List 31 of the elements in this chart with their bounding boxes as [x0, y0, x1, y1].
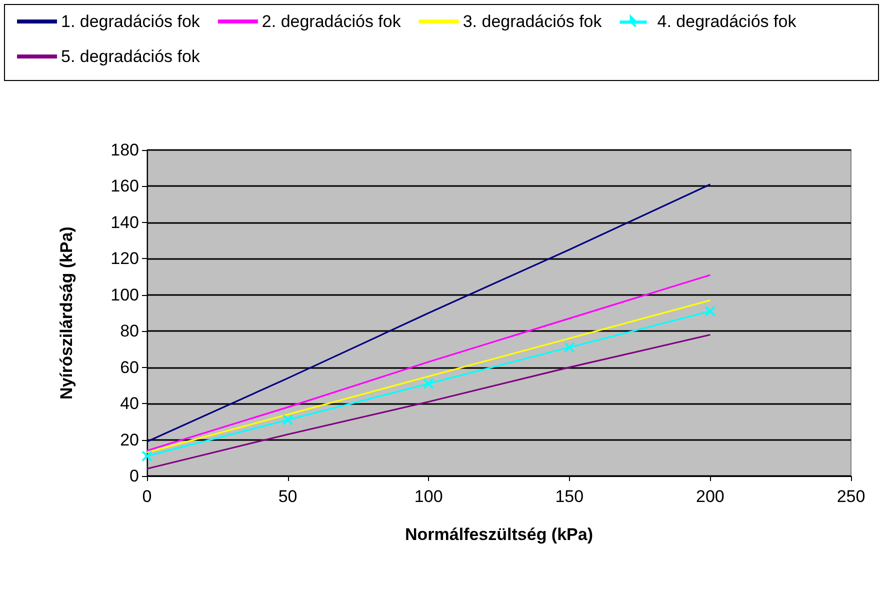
y-tick-label: 160 [110, 176, 139, 196]
line-series [146, 334, 711, 470]
x-tick-label: 50 [278, 487, 298, 506]
y-tick-label: 140 [110, 212, 139, 232]
y-tick-label: 0 [130, 466, 139, 486]
legend-label: 3. degradációs fok [462, 12, 602, 31]
x-tick-label: 100 [414, 487, 443, 506]
y-tick-label: 20 [120, 430, 139, 450]
point [142, 450, 152, 462]
point [282, 414, 294, 426]
point [704, 306, 716, 317]
line-series [146, 184, 711, 442]
y-tick-label: 180 [110, 140, 139, 160]
y-tick-label: 60 [120, 358, 139, 377]
legend-label: 5. degradációs fok [61, 47, 200, 66]
y-tick-label: 100 [110, 285, 139, 304]
line-series [146, 274, 711, 452]
x-axis-title: Normálfeszültség (kPa) [405, 525, 593, 544]
y-axis-title: Nyírószilárdság (kPa) [57, 226, 76, 400]
legend-label: 4. degradációs fok [657, 12, 797, 31]
x-tick-label: 250 [836, 487, 866, 506]
x-tick-label: 150 [555, 487, 584, 506]
y-tick-label: 40 [120, 394, 139, 414]
x-tick-label: 0 [142, 487, 152, 506]
legend-label: 1. degradációs fok [61, 12, 200, 31]
legend-label: 2. degradációs fok [262, 12, 402, 31]
point [564, 342, 575, 353]
point [423, 378, 434, 390]
x-tick-label: 200 [696, 487, 724, 506]
y-tick-label: 80 [120, 322, 139, 341]
y-tick-label: 120 [110, 249, 139, 268]
